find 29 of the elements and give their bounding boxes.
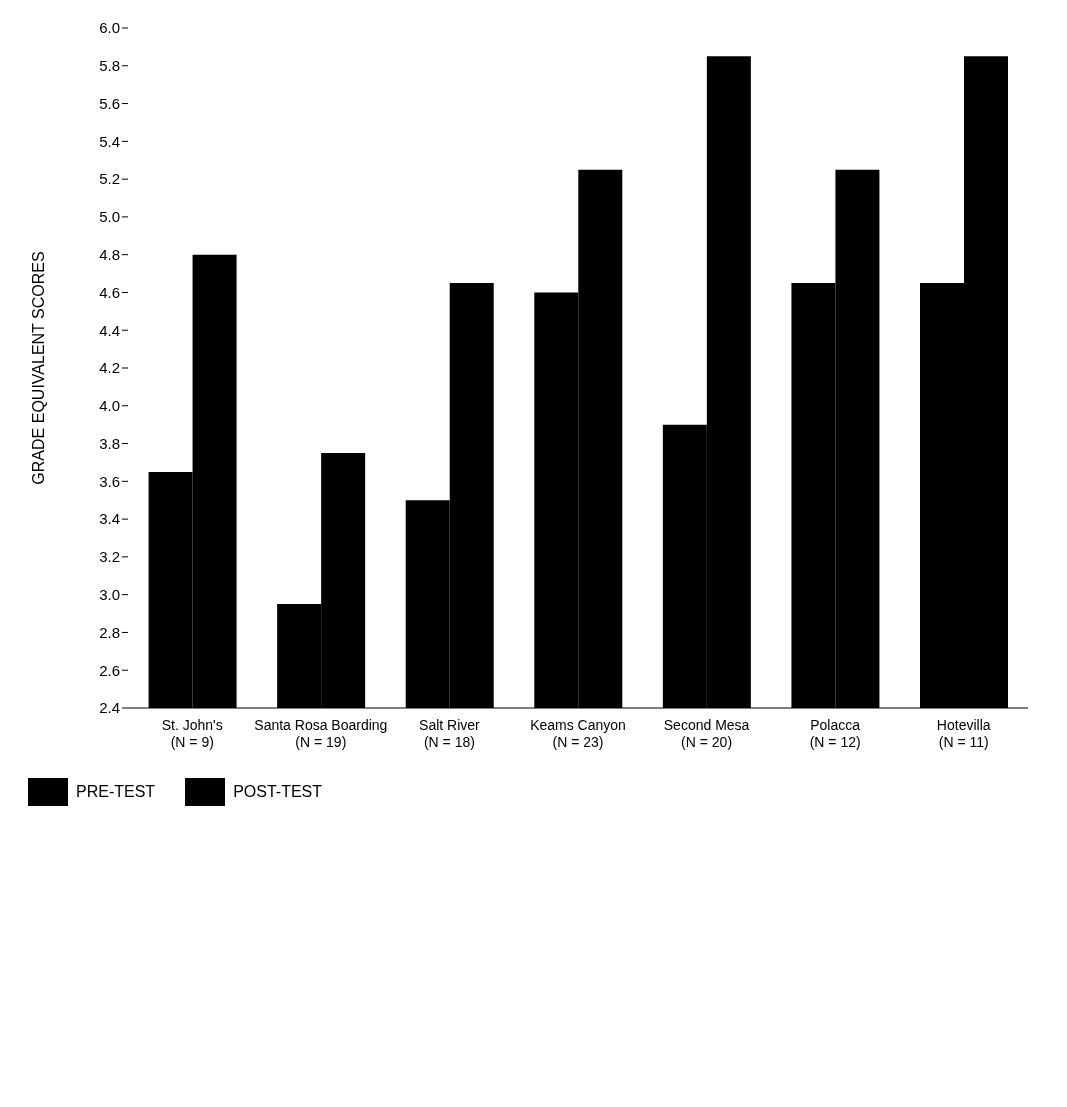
x-tick-label: Second Mesa (N = 20) [663, 717, 750, 750]
y-tick-label: 6.0 [99, 19, 120, 37]
y-tick-label: 2.4 [99, 699, 120, 717]
y-tick-label: 4.0 [99, 397, 120, 415]
x-tick-label: Hotevilla (N = 11) [936, 717, 991, 750]
y-tick-label: 5.2 [99, 170, 120, 188]
legend-label: PRE-TEST [76, 783, 156, 801]
x-tick-label: St. John's (N = 9) [161, 717, 223, 750]
x-tick-label: Keams Canyon (N = 23) [530, 717, 626, 750]
x-tick-label: Polacca (N = 12) [809, 717, 861, 750]
y-tick-label: 4.4 [99, 321, 120, 339]
y-tick-label: 3.6 [99, 472, 120, 490]
y-tick-label: 2.6 [99, 661, 120, 679]
y-tick-label: 4.2 [99, 359, 120, 377]
y-tick-label: 5.8 [99, 57, 120, 75]
y-tick-label: 4.6 [99, 283, 120, 301]
x-tick-label: Santa Rosa Boarding (N = 19) [254, 717, 388, 750]
y-tick-label: 3.0 [99, 585, 120, 603]
y-tick-label: 4.8 [99, 245, 120, 263]
legend-label: POST-TEST [233, 783, 323, 801]
y-tick-label: 3.2 [99, 548, 120, 566]
y-tick-label: 5.4 [99, 132, 120, 150]
y-tick-label: 3.4 [99, 510, 120, 528]
x-tick-label: Salt River (N = 18) [419, 717, 481, 750]
y-tick-label: 2.8 [99, 623, 120, 641]
y-tick-label: 3.8 [99, 434, 120, 452]
y-tick-label: 5.0 [99, 208, 120, 226]
y-tick-label: 5.6 [99, 94, 120, 112]
y-axis-title: GRADE EQUIVALENT SCORES [29, 251, 47, 485]
